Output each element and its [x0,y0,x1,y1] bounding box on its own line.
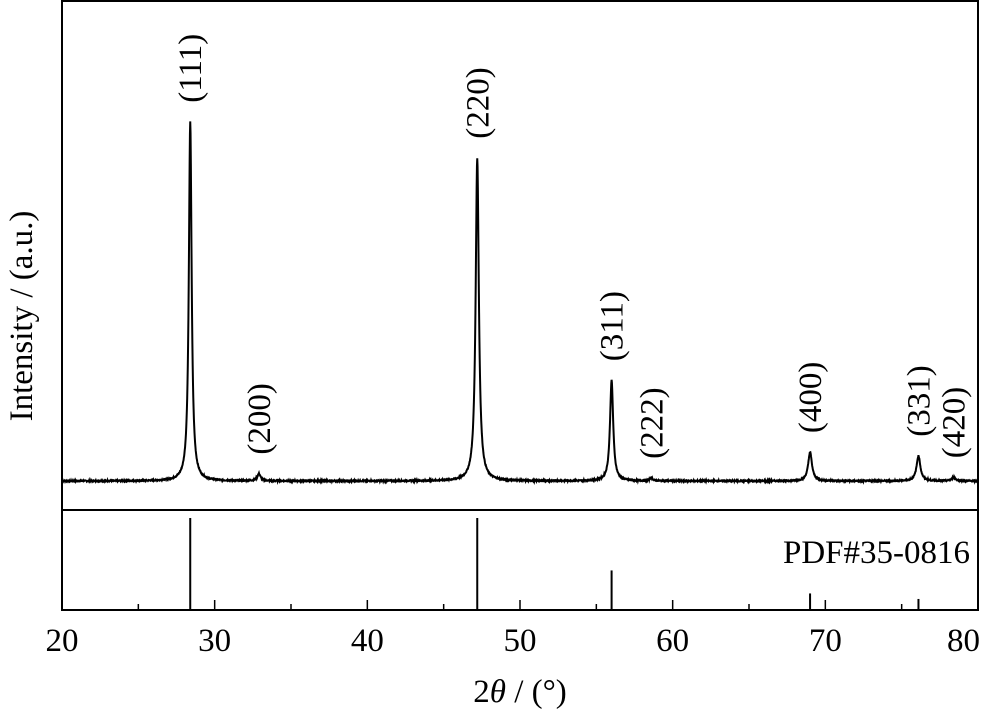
x-tick-label: 40 [351,623,384,659]
peak-label: (111) [173,34,209,103]
x-tick-label: 30 [198,623,231,659]
x-tick-label: 60 [656,623,689,659]
peak-label: (400) [793,362,829,433]
peak-label: (331) [902,365,938,436]
y-axis-label: Intensity / (a.u.) [4,211,40,422]
peak-label: (311) [595,291,631,361]
peak-label: (222) [634,387,670,458]
x-axis-label: 2θ / (°) [473,674,567,710]
x-tick-label: 20 [46,623,79,659]
x-axis-tick-labels: 20 30 40 50 60 70 80 [46,623,981,659]
peak-label: (200) [242,383,278,454]
xrd-pattern [61,121,979,486]
peak-label: (420) [937,387,973,458]
x-axis-ticks [61,600,979,610]
reference-lines [189,518,920,610]
x-tick-label: 80 [947,623,980,659]
x-tick-label: 50 [504,623,537,659]
peak-label: (220) [460,67,496,138]
peak-labels: (111) (200) (220) (311)(222) (400) (331) (420) [173,34,972,459]
xrd-curve [61,121,979,486]
x-tick-label: 70 [809,623,842,659]
reference-label: PDF#35-0816 [783,535,970,571]
